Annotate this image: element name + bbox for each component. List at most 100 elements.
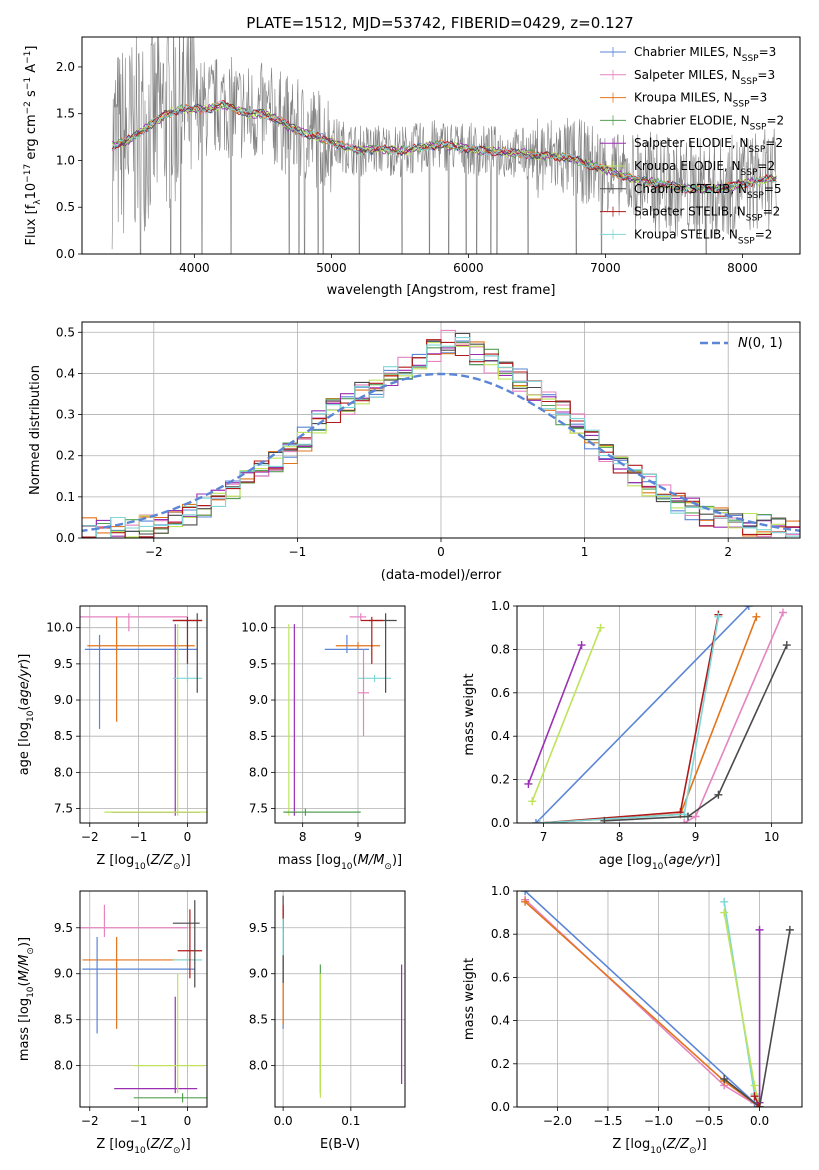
y-tick-label: 8.5: [249, 729, 268, 743]
spectrum-model-line: [111, 103, 777, 194]
figure-title: PLATE=1512, MJD=53742, FIBERID=0429, z=0…: [246, 14, 633, 32]
axes-frame: [274, 605, 406, 824]
series-marker: [755, 1103, 764, 1107]
y-tick-label: 0.1: [56, 490, 75, 504]
y-tick-label: 0.8: [491, 642, 510, 656]
legend-label: Kroupa STELIB, NSSP=2: [634, 227, 772, 246]
series-line: [604, 644, 788, 822]
y-tick-label: 1.0: [56, 153, 75, 167]
y-tick-label: 8.5: [54, 1013, 73, 1027]
y-tick-label: 2.0: [56, 60, 75, 74]
y-axis-label: Normed distribution: [28, 365, 43, 495]
series-marker: [535, 819, 544, 823]
x-tick-label: 0: [437, 545, 445, 559]
series-marker: [684, 812, 692, 821]
y-tick-label: 9.0: [54, 693, 73, 707]
series-marker: [532, 819, 540, 823]
x-tick-label: 0: [184, 830, 192, 844]
series-line: [723, 929, 791, 1107]
axes-frame: [79, 605, 208, 824]
x-tick-label: 8000: [727, 261, 758, 275]
mass-vs-EBV-plot-area: [282, 895, 403, 1098]
axes-frame: [274, 890, 406, 1108]
y-tick-label: 0.6: [491, 686, 510, 700]
x-axis-label: Z [log10(Z/Z⊙)]: [96, 1137, 190, 1156]
y-tick-label: 8.0: [54, 1059, 73, 1073]
spectrum-data-line: [111, 37, 777, 254]
axes-frame: [81, 321, 801, 539]
x-tick-label: −2: [145, 545, 163, 559]
x-tick-label: −2: [81, 1114, 99, 1128]
y-tick-label: 0.3: [56, 408, 75, 422]
axes-frame: [81, 36, 801, 255]
y-tick-label: 7.5: [249, 802, 268, 816]
histogram-line: [82, 337, 800, 538]
x-tick-label: 8: [616, 830, 624, 844]
x-tick-label: −1.0: [644, 1114, 673, 1128]
histogram-line: [82, 339, 800, 538]
y-tick-label: 0.5: [56, 325, 75, 339]
cumulative-Z-panel: −2.0 −1.5 −1.0 −0.5 0.0 0.0 0.2 0.4 0.6 0.8 1.0 Z […: [462, 884, 803, 1156]
y-axis-label: Flux [fλ10−17 erg cm−2 s−1 A−1]: [23, 46, 43, 246]
series-marker: [785, 925, 794, 934]
series-marker: [755, 925, 764, 934]
x-tick-label: 0.0: [274, 1114, 293, 1128]
residuals-plot-area: [82, 329, 800, 538]
mass-vs-Z-plot-area: [80, 900, 207, 1103]
series-marker: [714, 790, 723, 799]
age-vs-mass-plot-area: [283, 613, 397, 816]
x-tick-label: −0.5: [694, 1114, 723, 1128]
y-tick-label: 9.0: [249, 693, 268, 707]
residuals-panel: −2 −1 0 1 2 0.0 0.1 0.2 0.3 0.4 0.5 (data-model)/er…: [28, 321, 801, 583]
series-line: [531, 627, 602, 802]
x-tick-label: −2.0: [543, 1114, 572, 1128]
x-tick-label: 8: [299, 830, 307, 844]
age-vs-Z-panel: −2 −1 0 7.5 8.0 8.5 9.0 9.5 10.0 Z [log10(Z/Z⊙)] a…: [17, 605, 208, 872]
y-tick-label: 9.5: [249, 657, 268, 671]
series-marker: [779, 608, 787, 617]
cumulative-age-plot-area: [524, 606, 791, 823]
series-line: [723, 912, 761, 1107]
legend-label: Salpeter ELODIE, NSSP=2: [634, 136, 783, 155]
y-tick-label: 0.2: [491, 773, 510, 787]
x-tick-label: 6000: [453, 261, 484, 275]
x-tick-label: −2: [81, 830, 99, 844]
legend-label: Salpeter MILES, NSSP=3: [634, 68, 775, 87]
age-vs-Z-plot-area: [80, 613, 207, 816]
x-tick-label: 1: [581, 545, 589, 559]
y-axis-label: mass weight: [462, 958, 477, 1040]
mass-vs-EBV-panel: 0.0 0.1 8.0 8.5 9.0 9.5 E(B-V): [249, 890, 406, 1152]
x-tick-label: −1: [130, 1114, 148, 1128]
cumulative-age-panel: 7 8 9 10 0.0 0.2 0.4 0.6 0.8 1.0 age [log10(age/yr…: [462, 599, 803, 872]
series-marker: [596, 623, 605, 632]
spectrum-model-line: [111, 102, 777, 194]
series-line: [723, 901, 761, 1107]
series-marker: [782, 641, 791, 650]
y-tick-label: 1.5: [56, 107, 75, 121]
spectrum-plot-area: [111, 37, 777, 254]
legend-label: Salpeter STELIB, NSSP=2: [634, 205, 780, 224]
series-marker: [720, 908, 729, 917]
y-tick-label: 8.0: [249, 765, 268, 779]
y-axis-label: age [log10(age/yr)]: [17, 654, 36, 776]
series-marker: [720, 1074, 729, 1083]
x-tick-label: −1: [130, 830, 148, 844]
y-tick-label: 0.2: [491, 1057, 510, 1071]
series-line: [524, 891, 761, 1107]
spectrum-panel: 4000 5000 6000 7000 8000 0.0 0.5 1.0 1.5 2.0 wavel…: [23, 36, 801, 298]
cumulative-Z-plot-area: [521, 891, 794, 1107]
y-tick-label: 8.5: [249, 1013, 268, 1027]
y-tick-label: 9.5: [249, 921, 268, 935]
y-tick-label: 8.0: [249, 1059, 268, 1073]
x-tick-label: −1.5: [593, 1114, 622, 1128]
y-tick-label: 0.0: [491, 816, 510, 830]
legend-label: Chabrier ELODIE, NSSP=2: [634, 113, 784, 132]
x-tick-label: 7000: [590, 261, 621, 275]
y-tick-label: 0.8: [491, 927, 510, 941]
age-vs-mass-panel: 8 9 7.5 8.0 8.5 9.0 9.5 10.0 mass [log10(M/M⊙)]: [241, 605, 406, 872]
legend-label: Chabrier STELIB, NSSP=5: [634, 182, 782, 201]
series-marker: [691, 812, 700, 821]
series-line: [535, 606, 750, 823]
y-tick-label: 0.0: [56, 247, 75, 261]
